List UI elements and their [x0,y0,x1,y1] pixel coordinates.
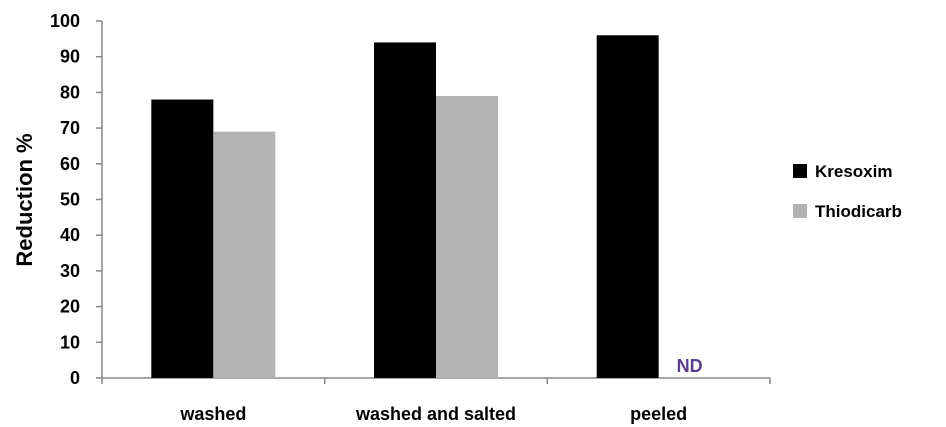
y-tick-label: 10 [60,332,80,352]
x-tick-label: peeled [630,404,687,424]
bar-kresoxim-washed-and-salted [374,42,436,378]
y-tick-label: 20 [60,297,80,317]
bar-thiodicarb-washed-and-salted [436,96,498,378]
y-tick-label: 80 [60,82,80,102]
y-tick-label: 90 [60,47,80,67]
legend-label-kresoxim: Kresoxim [815,162,892,181]
annotation-nd: ND [677,356,703,376]
y-tick-label: 70 [60,118,80,138]
y-tick-label: 40 [60,225,80,245]
bar-kresoxim-peeled [597,35,659,378]
legend: Kresoxim Thiodicarb [793,162,902,221]
legend-swatch-thiodicarb [793,204,807,218]
y-tick-label: 100 [50,11,80,31]
y-tick-label: 50 [60,190,80,210]
y-tick-label: 30 [60,261,80,281]
legend-swatch-kresoxim [793,164,807,178]
bars [151,35,658,378]
y-tick-label: 0 [70,368,80,388]
bar-thiodicarb-washed [213,132,275,378]
y-axis-label: Reduction % [12,133,37,266]
x-tick-label: washed and salted [355,404,516,424]
y-tick-label: 60 [60,154,80,174]
x-tick-label: washed [179,404,246,424]
bar-kresoxim-washed [151,100,213,378]
x-axis: washed washed and salted peeled [102,378,770,424]
legend-label-thiodicarb: Thiodicarb [815,202,902,221]
y-axis: 0 10 20 30 40 50 60 70 80 90 100 [50,11,102,388]
annotations: ND [677,356,703,376]
